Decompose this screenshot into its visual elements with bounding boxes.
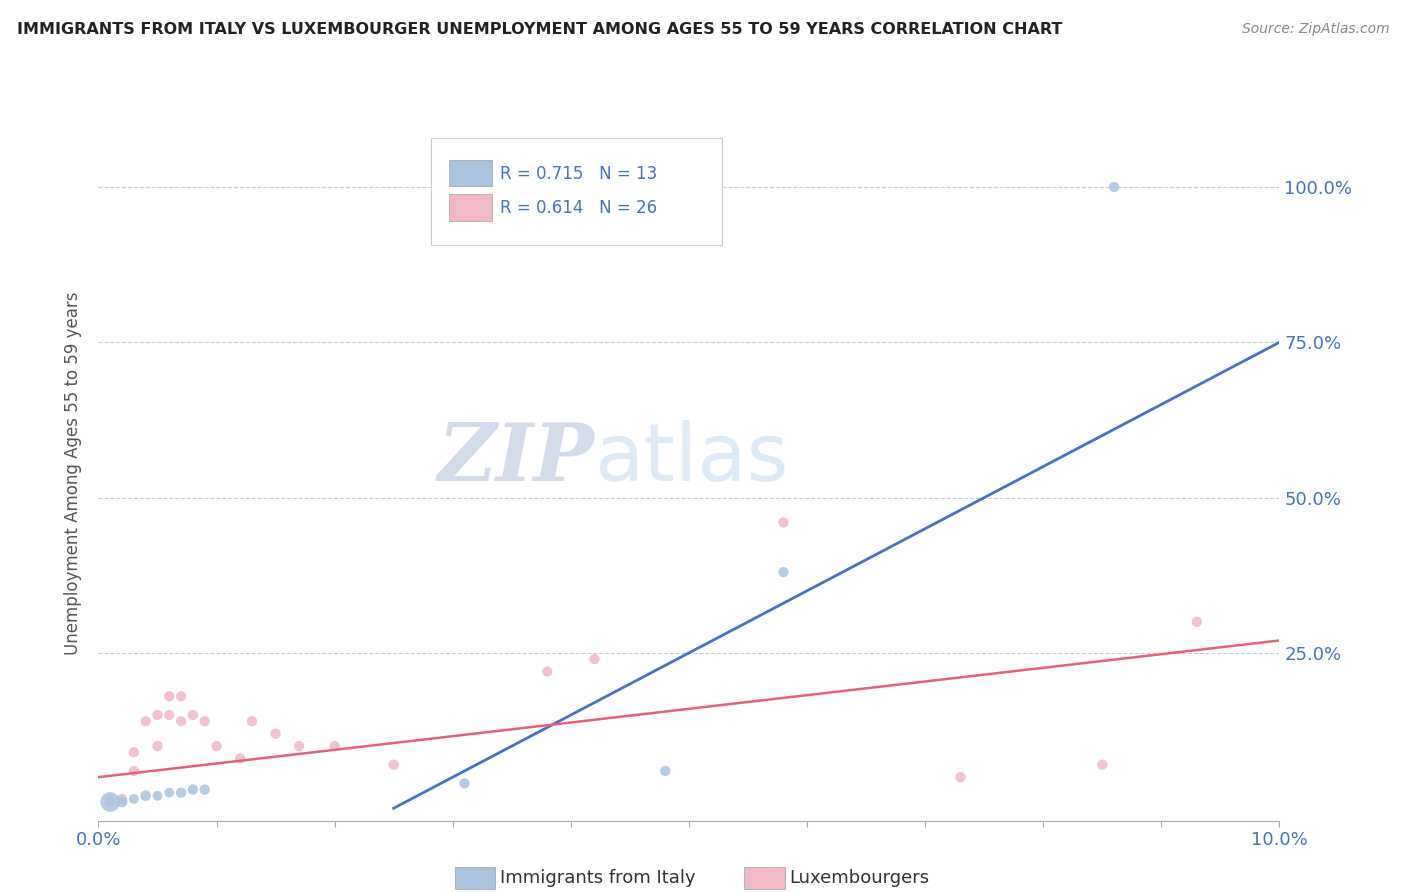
- Point: [453, 776, 475, 790]
- Point: [205, 739, 228, 753]
- Point: [146, 708, 169, 723]
- Text: IMMIGRANTS FROM ITALY VS LUXEMBOURGER UNEMPLOYMENT AMONG AGES 55 TO 59 YEARS COR: IMMIGRANTS FROM ITALY VS LUXEMBOURGER UN…: [17, 22, 1063, 37]
- Point: [1102, 180, 1125, 194]
- Text: atlas: atlas: [595, 420, 789, 498]
- Point: [111, 792, 134, 806]
- Point: [157, 690, 180, 704]
- Point: [98, 795, 121, 809]
- Point: [382, 757, 405, 772]
- Text: Immigrants from Italy: Immigrants from Italy: [501, 869, 696, 887]
- Point: [157, 786, 180, 800]
- Text: Source: ZipAtlas.com: Source: ZipAtlas.com: [1241, 22, 1389, 37]
- FancyBboxPatch shape: [744, 867, 785, 888]
- Point: [157, 708, 180, 723]
- Point: [181, 782, 204, 797]
- Point: [229, 751, 252, 765]
- Text: ZIP: ZIP: [437, 420, 595, 498]
- Point: [122, 745, 145, 759]
- Point: [170, 714, 193, 729]
- Point: [772, 516, 794, 530]
- Point: [146, 789, 169, 803]
- Point: [583, 652, 606, 666]
- Text: R = 0.715   N = 13: R = 0.715 N = 13: [501, 165, 657, 183]
- Y-axis label: Unemployment Among Ages 55 to 59 years: Unemployment Among Ages 55 to 59 years: [65, 291, 83, 655]
- Point: [170, 690, 193, 704]
- Point: [98, 795, 121, 809]
- Point: [654, 764, 676, 778]
- Point: [135, 714, 157, 729]
- Point: [1185, 615, 1208, 629]
- FancyBboxPatch shape: [432, 138, 723, 245]
- Point: [135, 789, 157, 803]
- FancyBboxPatch shape: [456, 867, 495, 888]
- Point: [181, 708, 204, 723]
- Point: [772, 565, 794, 579]
- Point: [194, 782, 217, 797]
- Point: [194, 714, 217, 729]
- Point: [536, 665, 558, 679]
- Point: [146, 739, 169, 753]
- Point: [264, 726, 287, 740]
- Point: [288, 739, 311, 753]
- Point: [949, 770, 972, 784]
- Point: [1091, 757, 1114, 772]
- Point: [111, 795, 134, 809]
- Point: [240, 714, 263, 729]
- Point: [170, 786, 193, 800]
- FancyBboxPatch shape: [449, 160, 492, 186]
- Point: [122, 764, 145, 778]
- Point: [323, 739, 346, 753]
- Text: R = 0.614   N = 26: R = 0.614 N = 26: [501, 200, 657, 218]
- FancyBboxPatch shape: [449, 194, 492, 221]
- Text: Luxembourgers: Luxembourgers: [789, 869, 929, 887]
- Point: [122, 792, 145, 806]
